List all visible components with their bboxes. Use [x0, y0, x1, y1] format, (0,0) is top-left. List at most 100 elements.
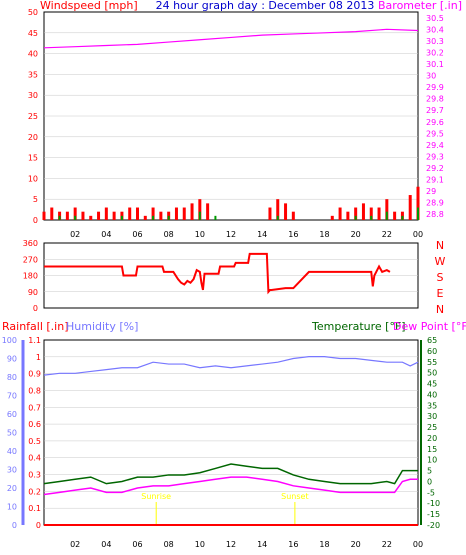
dewpoint-axis-title: Dew Point [°F]	[393, 320, 466, 333]
climate-x-tick: 16	[288, 540, 298, 549]
wind-y-tick: 5	[33, 195, 38, 204]
wind-x-tick: 00	[413, 230, 423, 239]
wind-y-tick: 20	[28, 133, 38, 142]
sun-marker-label: Sunrise	[141, 492, 171, 501]
dewpoint-line	[43, 476, 418, 496]
climate-x-tick: 04	[101, 540, 111, 549]
wind-x-tick: 14	[257, 230, 267, 239]
temperature-y-tick: 0	[427, 477, 432, 486]
temperature-y-tick: 50	[427, 369, 437, 378]
rain-y-tick: 0.1	[28, 504, 41, 513]
wind-axis-title: Windspeed [mph]	[40, 0, 138, 12]
compass-label: E	[437, 287, 444, 300]
humidity-y-tick: 40	[7, 447, 17, 456]
compass-label: S	[437, 271, 444, 284]
direction-y-tick: 270	[23, 255, 38, 264]
temperature-y-tick: -15	[427, 510, 440, 519]
rain-y-tick: 0.4	[28, 454, 41, 463]
humidity-y-tick: 0	[12, 521, 17, 530]
temperature-y-tick: -10	[427, 499, 440, 508]
rain-y-tick: 0.8	[28, 386, 41, 395]
compass-label: N	[436, 303, 444, 316]
baro-y-tick: 30.4	[426, 25, 444, 34]
wind-y-tick: 10	[28, 174, 38, 183]
climate-x-tick: 10	[195, 540, 205, 549]
humidity-y-tick: 100	[2, 336, 17, 345]
temperature-y-tick: 60	[427, 347, 437, 356]
humidity-axis-title: Humidity [%]	[66, 320, 138, 333]
direction-y-tick: 90	[28, 288, 38, 297]
temperature-y-tick: 65	[427, 336, 437, 345]
wind-x-tick: 10	[195, 230, 205, 239]
temperature-line	[43, 463, 418, 485]
rain-y-tick: 1.1	[28, 336, 41, 345]
compass-label: W	[435, 255, 446, 268]
wind-y-tick: 40	[28, 50, 38, 59]
rain-y-tick: 1	[36, 353, 41, 362]
baro-y-tick: 29.4	[426, 141, 444, 150]
rain-y-tick: 0	[36, 521, 41, 530]
baro-y-tick: 30.1	[426, 60, 444, 69]
temperature-y-tick: 25	[427, 423, 437, 432]
wind-y-tick: 30	[28, 91, 38, 100]
humidity-y-tick: 10	[7, 503, 17, 512]
compass-label: N	[436, 239, 444, 252]
rain-y-tick: 0.7	[28, 403, 41, 412]
climate-x-tick: 12	[226, 540, 236, 549]
wind-y-tick: 0	[33, 216, 38, 225]
direction-y-tick: 0	[33, 304, 38, 313]
temperature-y-tick: 20	[427, 434, 437, 443]
temperature-y-tick: 10	[427, 456, 437, 465]
humidity-y-tick: 50	[7, 429, 17, 438]
wind-x-tick: 16	[288, 230, 298, 239]
baro-y-tick: 29.2	[426, 164, 444, 173]
baro-y-tick: 29	[426, 187, 436, 196]
baro-y-tick: 29.1	[426, 176, 444, 185]
temperature-y-tick: 5	[427, 467, 432, 476]
rain-y-tick: 0.2	[28, 487, 41, 496]
wind-y-tick: 15	[28, 154, 38, 163]
direction-y-tick: 180	[23, 272, 38, 281]
wind-x-tick: 06	[132, 230, 142, 239]
baro-y-tick: 29.7	[426, 106, 444, 115]
temperature-y-tick: 30	[427, 412, 437, 421]
humidity-y-tick: 80	[7, 373, 17, 382]
baro-y-tick: 29.6	[426, 118, 444, 127]
baro-y-tick: 28.9	[426, 199, 444, 208]
baro-y-tick: 29.8	[426, 95, 444, 104]
climate-x-tick: 06	[132, 540, 142, 549]
wind-y-tick: 45	[28, 29, 38, 38]
baro-axis-title: Barometer [.in]	[378, 0, 462, 12]
humidity-y-tick: 20	[7, 484, 17, 493]
climate-x-tick: 20	[351, 540, 361, 549]
direction-y-tick: 360	[23, 239, 38, 248]
temperature-y-tick: 15	[427, 445, 437, 454]
humidity-y-tick: 30	[7, 466, 17, 475]
baro-y-tick: 29.5	[426, 129, 444, 138]
temperature-y-tick: 45	[427, 380, 437, 389]
temperature-y-tick: 55	[427, 358, 437, 367]
baro-y-tick: 29.3	[426, 152, 444, 161]
climate-x-tick: 14	[257, 540, 267, 549]
humidity-y-tick: 90	[7, 355, 17, 364]
wind-direction-line	[44, 252, 391, 295]
wind-y-tick: 25	[28, 112, 38, 121]
sun-marker-label: Sunset	[281, 492, 308, 501]
wind-x-tick: 18	[319, 230, 329, 239]
wind-x-tick: 20	[351, 230, 361, 239]
graph-title: 24 hour graph day : December 08 2013	[156, 0, 375, 12]
temperature-y-tick: 35	[427, 401, 437, 410]
baro-y-tick: 30.2	[426, 48, 444, 57]
wind-x-tick: 12	[226, 230, 236, 239]
wind-x-tick: 04	[101, 230, 111, 239]
rain-y-tick: 0.9	[28, 370, 41, 379]
climate-x-tick: 08	[164, 540, 174, 549]
wind-y-tick: 35	[28, 70, 38, 79]
temperature-y-tick: -20	[427, 521, 440, 530]
wind-x-tick: 22	[382, 230, 392, 239]
humidity-line	[43, 356, 419, 376]
temperature-y-tick: -5	[427, 488, 435, 497]
wind-x-tick: 08	[164, 230, 174, 239]
temperature-axis-title: Temperature [°F]	[311, 320, 406, 333]
